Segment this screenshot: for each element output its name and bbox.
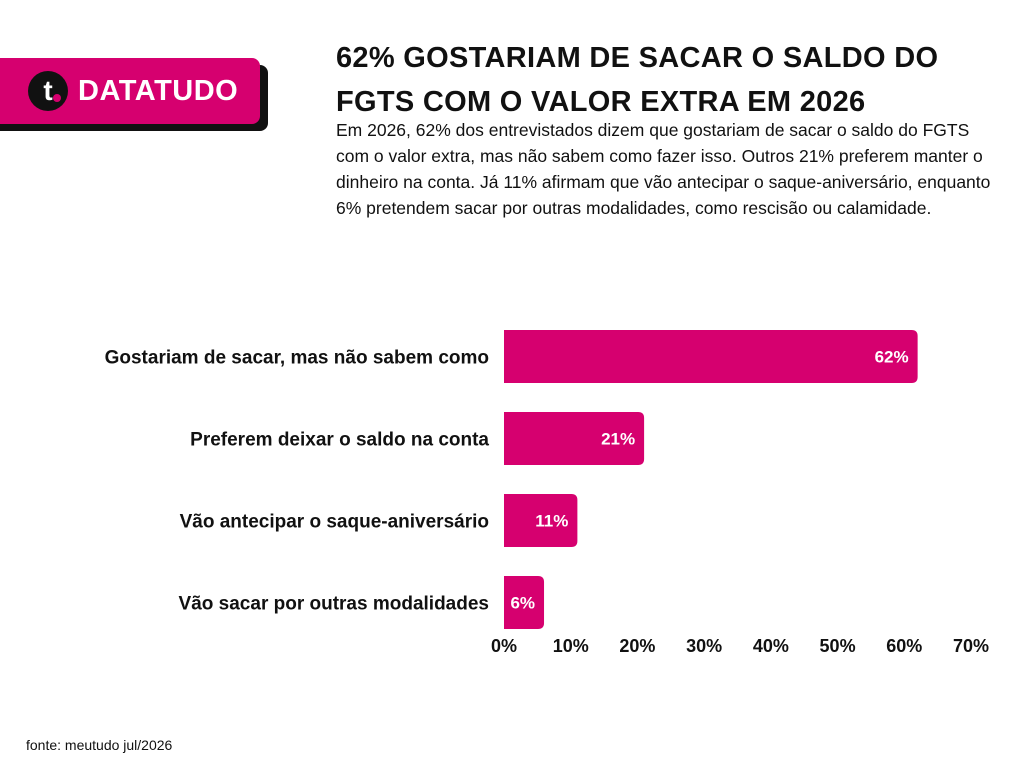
bar	[504, 412, 645, 465]
bar	[504, 494, 578, 547]
data-label: 6%	[510, 594, 535, 613]
x-tick-label: 20%	[619, 636, 655, 656]
x-tick-label: 0%	[491, 636, 517, 656]
page-title: 62% GOSTARIAM DE SACAR O SALDO DO FGTS C…	[336, 42, 939, 118]
category-label: Vão sacar por outras modalidades	[179, 594, 489, 615]
x-tick-label: 40%	[753, 636, 789, 656]
x-tick-label: 50%	[820, 636, 856, 656]
x-tick-label: 30%	[686, 636, 722, 656]
brand-badge: t DATATUDO	[0, 58, 260, 124]
bar	[504, 576, 545, 629]
data-label: 62%	[875, 348, 909, 367]
t-logo-icon: t	[28, 71, 68, 111]
bar-chart: Gostariam de sacar, mas não sabem como 62…	[105, 330, 989, 656]
logo-glyph: t	[43, 75, 53, 106]
category-label: Preferem deixar o saldo na conta	[190, 430, 489, 451]
bar	[504, 330, 918, 383]
x-tick-label: 60%	[886, 636, 922, 656]
logo-dot	[53, 94, 61, 102]
x-tick-label: 70%	[953, 636, 989, 656]
category-label: Gostariam de sacar, mas não sabem como	[105, 348, 489, 369]
category-label: Vão antecipar o saque-aniversário	[180, 512, 489, 533]
brand-name: DATATUDO	[78, 74, 239, 107]
data-label: 21%	[601, 430, 635, 449]
source-note: fonte: meutudo jul/2026	[26, 737, 173, 753]
page-description: Em 2026, 62% dos entrevistados dizem que…	[336, 120, 991, 218]
x-tick-label: 10%	[553, 636, 589, 656]
data-label: 11%	[535, 512, 568, 531]
